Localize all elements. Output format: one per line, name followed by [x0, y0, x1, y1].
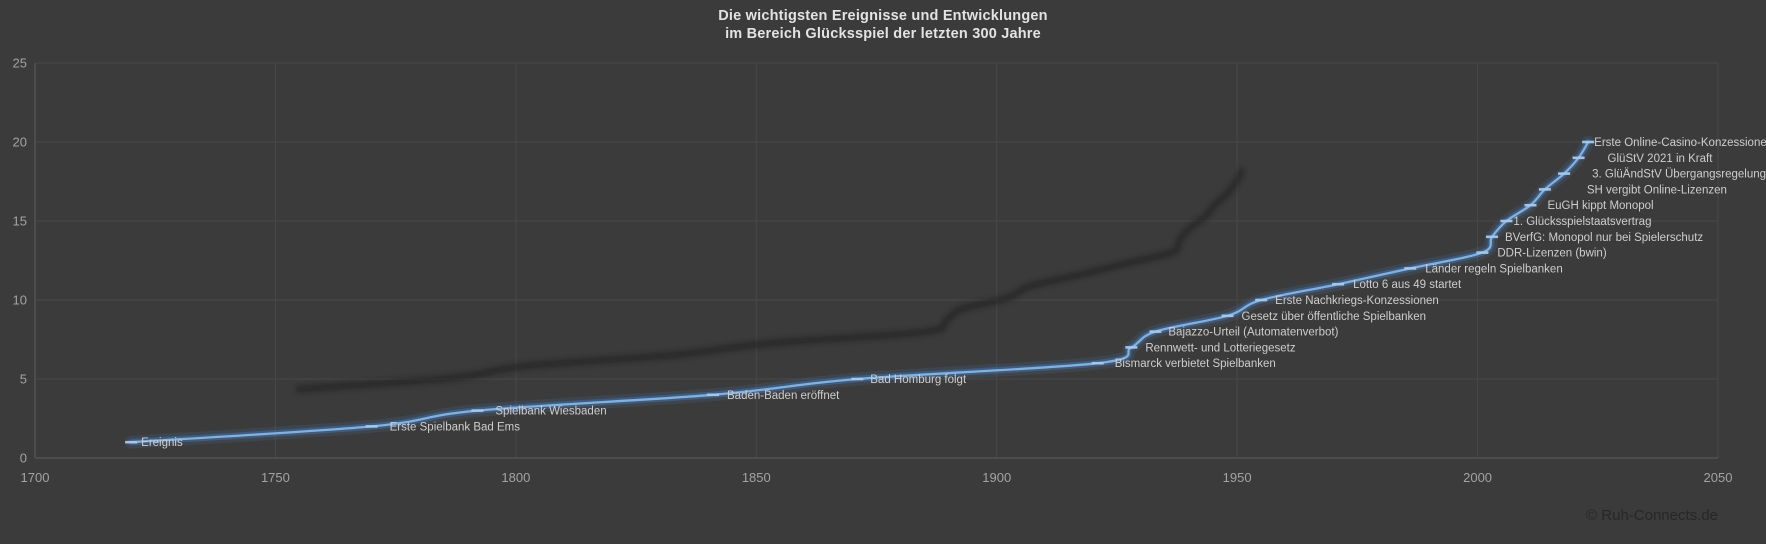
point-label: 3. GlüÄndStV Übergangsregelung	[1592, 169, 1766, 181]
point-marker	[1125, 346, 1138, 349]
point-label: SH vergibt Online-Lizenzen	[1587, 184, 1727, 196]
point-label: 1. Glücksspielstaatsvertrag	[1513, 216, 1651, 228]
point-label: EuGH kippt Monopol	[1547, 200, 1653, 212]
point-label: Bismarck verbietet Spielbanken	[1115, 358, 1276, 370]
point-marker	[1500, 219, 1513, 223]
point-label: Spielbank Wiesbaden	[495, 406, 606, 418]
point-marker	[1538, 188, 1551, 191]
point-marker	[125, 440, 138, 444]
y-tick-label: 25	[13, 56, 27, 71]
point-label: Bajazzo-Urteil (Automatenverbot)	[1168, 327, 1338, 339]
point-label: Erste Spielbank Bad Ems	[390, 421, 521, 433]
chart-title-line1: Die wichtigsten Ereignisse und Entwicklu…	[718, 8, 1048, 24]
x-tick-label: 1950	[1223, 470, 1252, 485]
chart-title-line2: im Bereich Glücksspiel der letzten 300 J…	[725, 26, 1041, 42]
point-label: Baden-Baden eröffnet	[727, 390, 840, 402]
point-label: GlüStV 2021 in Kraft	[1608, 153, 1714, 165]
x-tick-label: 1750	[261, 470, 290, 485]
y-tick-label: 5	[20, 372, 27, 387]
y-tick-label: 20	[13, 135, 27, 150]
point-marker	[1149, 330, 1162, 333]
series-line-glow	[127, 138, 1592, 446]
point-label: Erste Online-Casino-Konzessionen	[1594, 137, 1766, 149]
series-line	[130, 140, 1590, 444]
point-label: Bad Homburg folgt	[870, 374, 967, 386]
point-marker	[1485, 235, 1498, 239]
point-marker	[1091, 361, 1104, 365]
y-tick-label: 0	[20, 451, 27, 466]
point-label: Erste Nachkriegs-Konzessionen	[1275, 295, 1439, 307]
chart-title: Die wichtigsten Ereignisse und Entwicklu…	[0, 7, 1766, 43]
point-marker	[1572, 156, 1585, 160]
point-marker	[1582, 140, 1595, 144]
point-marker	[1221, 314, 1234, 318]
series-line-glow-outer	[124, 135, 1595, 449]
point-marker	[1524, 203, 1537, 207]
series-shadow	[295, 168, 1245, 393]
point-label: Länder regeln Spielbanken	[1425, 263, 1562, 275]
x-tick-label: 2000	[1463, 470, 1492, 485]
x-tick-label: 1700	[21, 470, 50, 485]
point-label: BVerfG: Monopol nur bei Spielerschutz	[1505, 232, 1703, 244]
y-tick-label: 10	[13, 293, 27, 308]
x-tick-label: 2050	[1704, 470, 1733, 485]
x-tick-label: 1900	[982, 470, 1011, 485]
point-marker	[365, 425, 378, 428]
point-label: Ereignis	[141, 437, 183, 449]
copyright-text: © Ruh-Connects.de	[1586, 507, 1718, 524]
y-tick-label: 15	[13, 214, 27, 229]
point-marker	[851, 377, 864, 381]
point-marker	[1476, 251, 1489, 254]
point-marker	[1255, 298, 1268, 302]
point-label: Rennwett- und Lotteriegesetz	[1145, 342, 1295, 354]
point-label: Lotto 6 aus 49 startet	[1353, 279, 1462, 291]
point-marker	[1558, 172, 1571, 175]
point-marker	[1332, 282, 1345, 286]
point-label: DDR-Lizenzen (bwin)	[1497, 248, 1606, 260]
point-marker	[1404, 267, 1417, 270]
x-tick-label: 1850	[742, 470, 771, 485]
x-tick-label: 1800	[501, 470, 530, 485]
point-label: Gesetz über öffentliche Spielbanken	[1242, 311, 1427, 323]
point-marker	[471, 409, 484, 412]
point-marker	[707, 393, 720, 397]
